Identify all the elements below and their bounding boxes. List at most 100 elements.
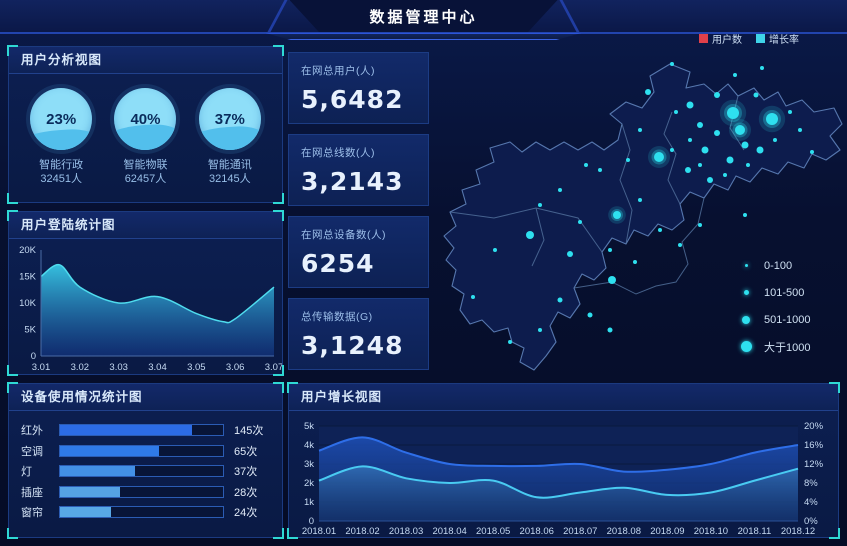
gauge-circle: 40% — [114, 88, 177, 150]
svg-text:16%: 16% — [804, 440, 824, 451]
svg-text:2018.09: 2018.09 — [650, 526, 684, 537]
stat-card-total-lines: 在网总线数(人) 3,2143 — [288, 134, 429, 206]
legend-swatch-growth-rate — [756, 34, 765, 43]
gauge-count: 32145人 — [209, 173, 251, 185]
map-legend: 0-100 101-500 501-1000 大于1000 — [740, 252, 811, 360]
bar-fill — [60, 445, 160, 456]
bar-track — [59, 506, 224, 519]
svg-text:2018.10: 2018.10 — [694, 526, 728, 537]
svg-text:3.05: 3.05 — [187, 362, 206, 373]
gauge-circle: 23% — [30, 88, 93, 150]
panel-user-growth: 用户增长视图 5k 4k 3k 2k 1k 0 20% 16% 12% 8% 4% 0% 2018.01… — [287, 382, 840, 539]
gauge-label: 智能行政 — [39, 159, 84, 171]
svg-text:3.02: 3.02 — [71, 362, 90, 373]
panel-login-stats: 用户登陆统计图 0 5K 10K 15K 20K 3.01 3.02 3.03 3.04 3.05… — [7, 210, 284, 376]
panel-title-device-usage: 设备使用情况统计图 — [9, 384, 282, 411]
bar-value: 145次 — [234, 425, 264, 438]
svg-text:0: 0 — [309, 516, 314, 527]
region-map[interactable] — [432, 42, 845, 378]
map-province-outline — [443, 63, 843, 371]
device-usage-bars: 红外 145次 空调 65次 灯 37次 插座 28次 窗帘 24次 — [9, 411, 282, 523]
stat-value: 5,6482 — [301, 85, 404, 114]
stat-card-total-devices: 在网总设备数(人) 6254 — [288, 216, 429, 288]
legend-dot-small — [744, 264, 748, 267]
svg-text:2018.11: 2018.11 — [738, 526, 772, 537]
header-title-plate: 数据管理中心 — [289, 0, 558, 32]
svg-text:10K: 10K — [19, 298, 37, 309]
login-area-chart[interactable]: 0 5K 10K 15K 20K 3.01 3.02 3.03 3.04 3.05 3.06 3.07 — [9, 242, 283, 381]
gauge-row: 23% 智能行政 32451人 40% 智能物联 62457人 37% 智能通讯… — [9, 74, 282, 186]
stat-card-total-users: 在网总用户(人) 5,6482 — [288, 52, 429, 124]
bar-label: 空调 — [21, 445, 43, 458]
gauge-count: 32451人 — [40, 173, 82, 185]
gauge-smart-comms[interactable]: 37% 智能通讯 32145人 — [191, 88, 269, 186]
header-ornament — [265, 33, 582, 40]
stat-label: 在网总用户(人) — [301, 65, 375, 77]
gauge-smart-iot[interactable]: 40% 智能物联 62457人 — [106, 88, 184, 186]
gauge-percent: 40% — [130, 110, 161, 128]
map-data-dots — [471, 62, 814, 344]
bar-row-socket[interactable]: 插座 28次 — [21, 482, 270, 503]
bar-fill — [60, 466, 135, 477]
gauge-label: 智能通讯 — [207, 159, 252, 171]
panel-title-user-analysis: 用户分析视图 — [9, 47, 282, 74]
svg-text:12%: 12% — [804, 459, 824, 470]
bar-row-aircon[interactable]: 空调 65次 — [21, 441, 270, 462]
bar-track — [59, 424, 224, 437]
bar-fill — [60, 425, 193, 436]
bar-label: 插座 — [21, 486, 43, 499]
panel-user-analysis: 用户分析视图 23% 智能行政 32451人 40% 智能物联 62457人 3… — [7, 45, 284, 204]
svg-text:3.03: 3.03 — [109, 362, 128, 373]
bar-label: 窗帘 — [21, 507, 43, 520]
svg-text:5K: 5K — [24, 325, 36, 336]
svg-text:2018.04: 2018.04 — [432, 526, 466, 537]
legend-dot-xlarge — [740, 341, 752, 352]
bar-fill — [60, 507, 111, 518]
legend-item-growth-rate[interactable]: 增长率 — [756, 31, 799, 46]
gauge-smart-admin[interactable]: 23% 智能行政 32451人 — [22, 88, 100, 186]
svg-text:20%: 20% — [804, 421, 824, 432]
svg-text:2018.07: 2018.07 — [563, 526, 597, 537]
bar-value: 24次 — [234, 507, 258, 520]
svg-text:3.07: 3.07 — [265, 362, 282, 373]
svg-text:2018.08: 2018.08 — [607, 526, 641, 537]
svg-text:3.06: 3.06 — [226, 362, 245, 373]
bar-row-light[interactable]: 灯 37次 — [21, 461, 270, 482]
stat-value: 3,1248 — [301, 331, 404, 360]
svg-text:2018.02: 2018.02 — [345, 526, 379, 537]
panel-title-login-stats: 用户登陆统计图 — [9, 212, 282, 239]
legend-label: 大于1000 — [764, 341, 811, 354]
map-legend-item: 大于1000 — [740, 333, 811, 360]
svg-text:4k: 4k — [304, 440, 314, 451]
svg-text:2018.03: 2018.03 — [389, 526, 423, 537]
stat-label: 在网总设备数(人) — [301, 229, 386, 241]
bar-value: 65次 — [234, 445, 258, 458]
legend-label: 501-1000 — [764, 313, 811, 326]
bar-row-infrared[interactable]: 红外 145次 — [21, 420, 270, 441]
svg-text:2018.12: 2018.12 — [781, 526, 815, 537]
stat-card-total-data: 总传输数据(G) 3,1248 — [288, 298, 429, 370]
legend-dot-medium — [743, 290, 749, 295]
growth-area-chart[interactable]: 5k 4k 3k 2k 1k 0 20% 16% 12% 8% 4% 0% 2018.01 2018.02… — [289, 412, 838, 544]
svg-text:20K: 20K — [19, 245, 37, 256]
bar-value: 37次 — [234, 466, 258, 479]
legend-swatch-users — [699, 34, 708, 43]
svg-text:2018.05: 2018.05 — [476, 526, 510, 537]
bar-row-curtain[interactable]: 窗帘 24次 — [21, 502, 270, 523]
svg-text:15K: 15K — [19, 272, 37, 283]
svg-text:2018.01: 2018.01 — [302, 526, 336, 537]
svg-text:8%: 8% — [804, 478, 818, 489]
svg-text:0%: 0% — [804, 516, 818, 527]
map-legend-item: 0-100 — [740, 252, 811, 279]
svg-text:1k: 1k — [304, 497, 314, 508]
legend-label: 用户数 — [712, 35, 742, 46]
legend-label: 增长率 — [769, 35, 799, 46]
gauge-percent: 23% — [46, 110, 77, 128]
bar-value: 28次 — [234, 486, 258, 499]
map-district-borders — [449, 95, 745, 295]
svg-text:3.04: 3.04 — [148, 362, 167, 373]
legend-label: 101-500 — [764, 286, 805, 299]
panel-title-user-growth: 用户增长视图 — [289, 384, 838, 411]
legend-item-users[interactable]: 用户数 — [699, 31, 742, 46]
panel-device-usage: 设备使用情况统计图 红外 145次 空调 65次 灯 37次 插座 28次 窗帘… — [7, 382, 284, 539]
